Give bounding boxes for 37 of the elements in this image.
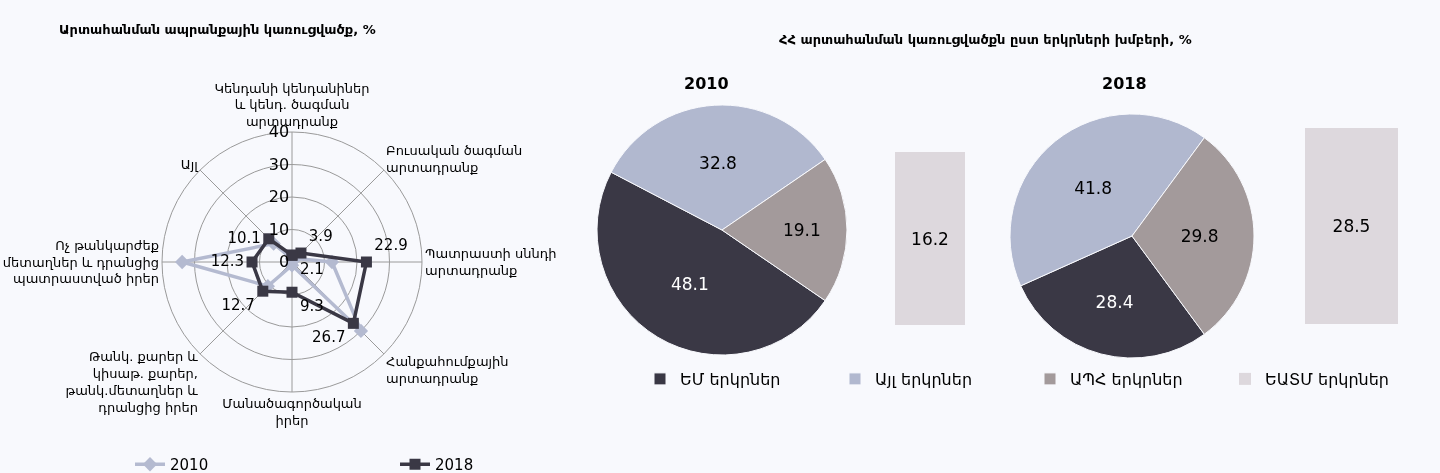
spoke-label: Թանկ. քարեր և կիսաթ. քարեր, թանկ.մետաղներ և դրանցից իրեր <box>65 349 199 415</box>
data-label: 12.3 <box>210 251 245 270</box>
chart-subtitle: 2010 <box>684 74 729 93</box>
chart-title: Արտահանման ապրանքային կառուցվածք, % <box>59 22 376 37</box>
legend-label: Այլ երկրներ <box>875 370 973 390</box>
y-tick-label: 30 <box>268 154 290 174</box>
data-label: 28.5 <box>1332 216 1371 236</box>
spoke-label: Հանքահումքային արտադրանք <box>386 354 509 386</box>
legend-label: ԱՊՀ երկրներ <box>1070 370 1183 390</box>
data-label: 12.7 <box>221 296 255 315</box>
data-label: 10.1 <box>227 228 261 247</box>
spoke-label: Այլ <box>180 157 199 173</box>
legend-label: 2018 <box>435 456 474 473</box>
y-tick-label: 20 <box>268 187 290 207</box>
spoke-label: Ոչ թանկարժեք մետաղներ և դրանցից պատրաստված իրեր <box>2 237 159 287</box>
data-label: 48.1 <box>670 273 709 294</box>
spoke-label: Պատրաստի սննդի արտադրանք <box>425 246 557 278</box>
y-tick-label: 10 <box>268 219 290 239</box>
legend-label: 2010 <box>170 456 209 473</box>
chart-title: ՀՀ արտահանման կառուցվածքն ըստ երկրների խմբերի, % <box>779 32 1192 47</box>
spoke-label: Բուսական ծագման արտադրանք <box>386 142 523 175</box>
data-label: 26.7 <box>312 328 346 347</box>
data-label: 32.8 <box>699 152 737 173</box>
data-label: 2.1 <box>299 260 324 279</box>
data-label: 3.9 <box>308 227 333 246</box>
data-label: 16.2 <box>911 228 949 249</box>
data-label: 41.8 <box>1074 177 1112 198</box>
legend-label: ԵՄ երկրներ <box>680 370 781 390</box>
data-label: 29.8 <box>1180 226 1219 246</box>
data-label: 22.9 <box>374 236 408 255</box>
data-label: 28.4 <box>1095 292 1134 313</box>
category-label: ԵԱՏՄ երկրներ <box>1265 370 1389 390</box>
y-tick-label: 0 <box>278 252 290 272</box>
spoke-label: Մանածագործական իրեր <box>222 396 362 428</box>
data-label: 19.1 <box>782 220 821 240</box>
data-label: 9.3 <box>299 297 324 316</box>
chart-title: 2018 <box>1102 74 1147 93</box>
